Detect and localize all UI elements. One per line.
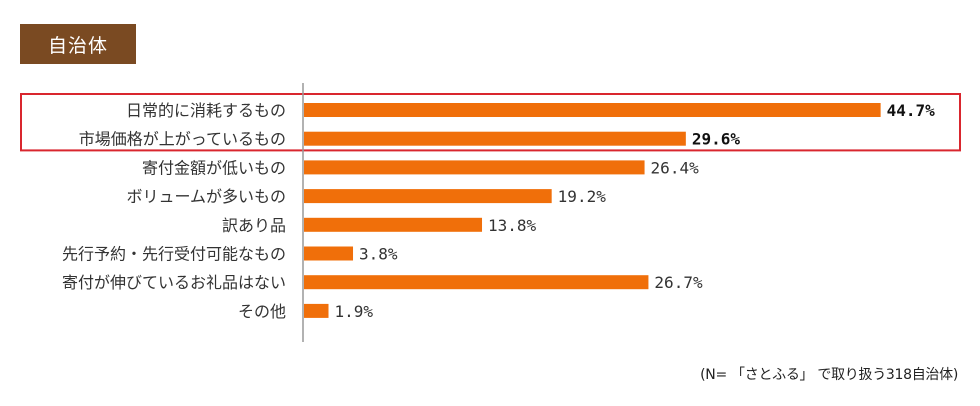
category-label: ボリュームが多いもの — [126, 187, 286, 206]
bar — [304, 275, 649, 290]
value-label: 26.7% — [654, 273, 703, 292]
category-label: 日常的に消耗するもの — [126, 101, 286, 120]
category-label: 寄付金額が低いもの — [142, 158, 286, 177]
category-label: 先行予約・先行受付可能なもの — [62, 245, 286, 264]
highlight-layer — [20, 93, 961, 152]
value-label: 29.6% — [692, 130, 741, 149]
bar — [304, 303, 329, 318]
bar — [304, 131, 686, 146]
value-label: 13.8% — [488, 216, 537, 235]
value-label: 19.2% — [558, 187, 607, 206]
bar — [304, 217, 483, 232]
header-tag: 自治体 — [20, 24, 136, 64]
bars-layer — [304, 103, 881, 318]
footnote: (N= 「さとふる」 で取り扱う318自治体) — [700, 367, 958, 383]
value-label: 3.8% — [359, 245, 398, 264]
category-labels-layer: 日常的に消耗するもの市場価格が上がっているもの寄付金額が低いものボリュームが多い… — [62, 101, 286, 321]
category-label: その他 — [238, 302, 286, 321]
highlight-box — [20, 93, 961, 152]
bar — [304, 189, 552, 204]
bar-chart: 日常的に消耗するもの市場価格が上がっているもの寄付金額が低いものボリュームが多い… — [20, 83, 961, 342]
value-labels-layer: 44.7% 29.6% 26.4% 19.2% 13.8% 3.8% 26.7% 1.9% — [335, 101, 936, 321]
bar — [304, 103, 881, 117]
value-label: 1.9% — [335, 302, 374, 321]
category-label: 市場価格が上がっているもの — [79, 130, 286, 149]
category-label: 寄付が伸びているお礼品はない — [62, 273, 286, 292]
bar — [304, 160, 645, 175]
bar — [304, 246, 354, 261]
value-label: 44.7% — [887, 101, 936, 120]
category-label: 訳あり品 — [222, 216, 286, 235]
value-label: 26.4% — [651, 158, 700, 177]
